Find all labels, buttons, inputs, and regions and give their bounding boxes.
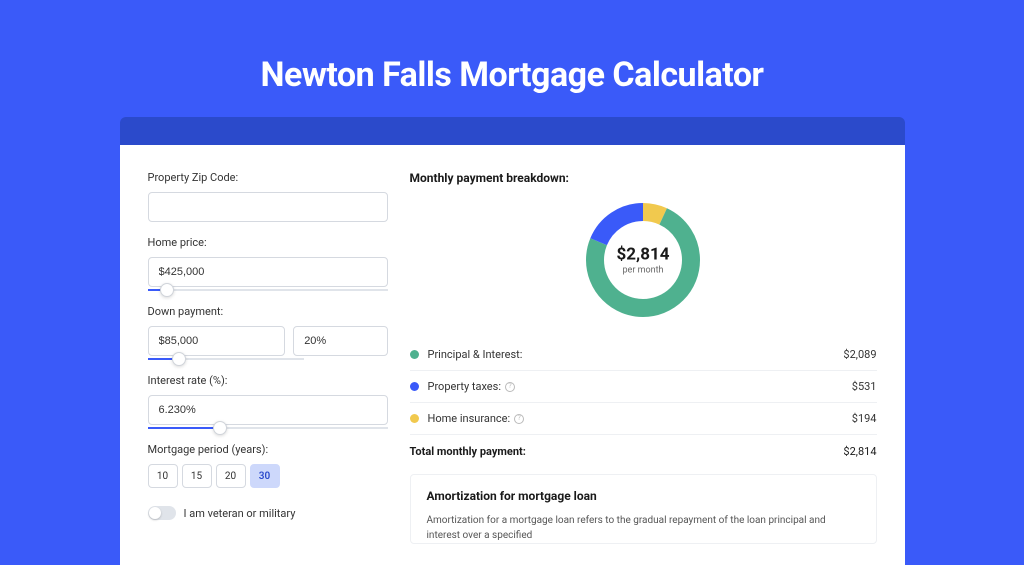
donut-amount: $2,814 <box>617 245 670 265</box>
rate-label: Interest rate (%): <box>148 374 388 387</box>
breakdown-label: Principal & Interest: <box>428 348 844 361</box>
down-amount-input[interactable] <box>148 326 286 356</box>
down-slider[interactable] <box>148 358 304 360</box>
period-button-30[interactable]: 30 <box>250 464 280 488</box>
breakdown-rows: Principal & Interest:$2,089Property taxe… <box>410 339 877 434</box>
card-header-strip <box>120 117 905 145</box>
page-title: Newton Falls Mortgage Calculator <box>0 55 1024 95</box>
calculator-card: Property Zip Code: Home price: Down paym… <box>120 145 905 565</box>
price-label: Home price: <box>148 236 388 249</box>
down-slider-thumb[interactable] <box>172 352 186 366</box>
breakdown-value: $194 <box>852 412 877 425</box>
period-buttons: 10152030 <box>148 464 388 488</box>
breakdown-value: $531 <box>852 380 877 393</box>
down-label: Down payment: <box>148 305 388 318</box>
rate-slider[interactable] <box>148 427 388 429</box>
total-row: Total monthly payment: $2,814 <box>410 434 877 458</box>
price-slider[interactable] <box>148 289 388 291</box>
down-field-block: Down payment: <box>148 305 388 360</box>
period-field-block: Mortgage period (years): 10152030 <box>148 443 388 488</box>
breakdown-row: Principal & Interest:$2,089 <box>410 339 877 371</box>
breakdown-column: Monthly payment breakdown: $2,814 per mo… <box>410 171 877 525</box>
total-label: Total monthly payment: <box>410 445 844 458</box>
breakdown-title: Monthly payment breakdown: <box>410 171 877 185</box>
down-percent-input[interactable] <box>293 326 387 356</box>
breakdown-value: $2,089 <box>843 348 876 361</box>
veteran-toggle[interactable] <box>148 506 176 520</box>
breakdown-row: Home insurance:?$194 <box>410 403 877 434</box>
donut-chart-wrap: $2,814 per month <box>410 199 877 321</box>
veteran-label: I am veteran or military <box>184 507 296 520</box>
rate-input[interactable] <box>148 395 388 425</box>
veteran-toggle-knob <box>149 507 161 519</box>
zip-input[interactable] <box>148 192 388 222</box>
price-slider-thumb[interactable] <box>160 283 174 297</box>
veteran-toggle-row: I am veteran or military <box>148 506 388 520</box>
rate-slider-thumb[interactable] <box>213 421 227 435</box>
total-value: $2,814 <box>843 445 876 458</box>
donut-chart: $2,814 per month <box>582 199 704 321</box>
period-button-20[interactable]: 20 <box>216 464 246 488</box>
help-icon[interactable]: ? <box>505 382 515 392</box>
donut-sub: per month <box>617 266 670 276</box>
period-label: Mortgage period (years): <box>148 443 388 456</box>
amortization-title: Amortization for mortgage loan <box>427 489 860 503</box>
zip-field-block: Property Zip Code: <box>148 171 388 222</box>
rate-field-block: Interest rate (%): <box>148 374 388 429</box>
legend-dot <box>410 414 419 423</box>
amortization-text: Amortization for a mortgage loan refers … <box>427 513 860 543</box>
breakdown-label: Home insurance:? <box>428 412 852 425</box>
zip-label: Property Zip Code: <box>148 171 388 184</box>
legend-dot <box>410 382 419 391</box>
donut-center: $2,814 per month <box>617 245 670 276</box>
amortization-card: Amortization for mortgage loan Amortizat… <box>410 474 877 544</box>
legend-dot <box>410 350 419 359</box>
period-button-10[interactable]: 10 <box>148 464 178 488</box>
period-button-15[interactable]: 15 <box>182 464 212 488</box>
form-column: Property Zip Code: Home price: Down paym… <box>148 171 388 525</box>
price-field-block: Home price: <box>148 236 388 291</box>
breakdown-row: Property taxes:?$531 <box>410 371 877 403</box>
price-input[interactable] <box>148 257 388 287</box>
rate-slider-fill <box>148 427 220 429</box>
breakdown-label: Property taxes:? <box>428 380 852 393</box>
help-icon[interactable]: ? <box>514 414 524 424</box>
